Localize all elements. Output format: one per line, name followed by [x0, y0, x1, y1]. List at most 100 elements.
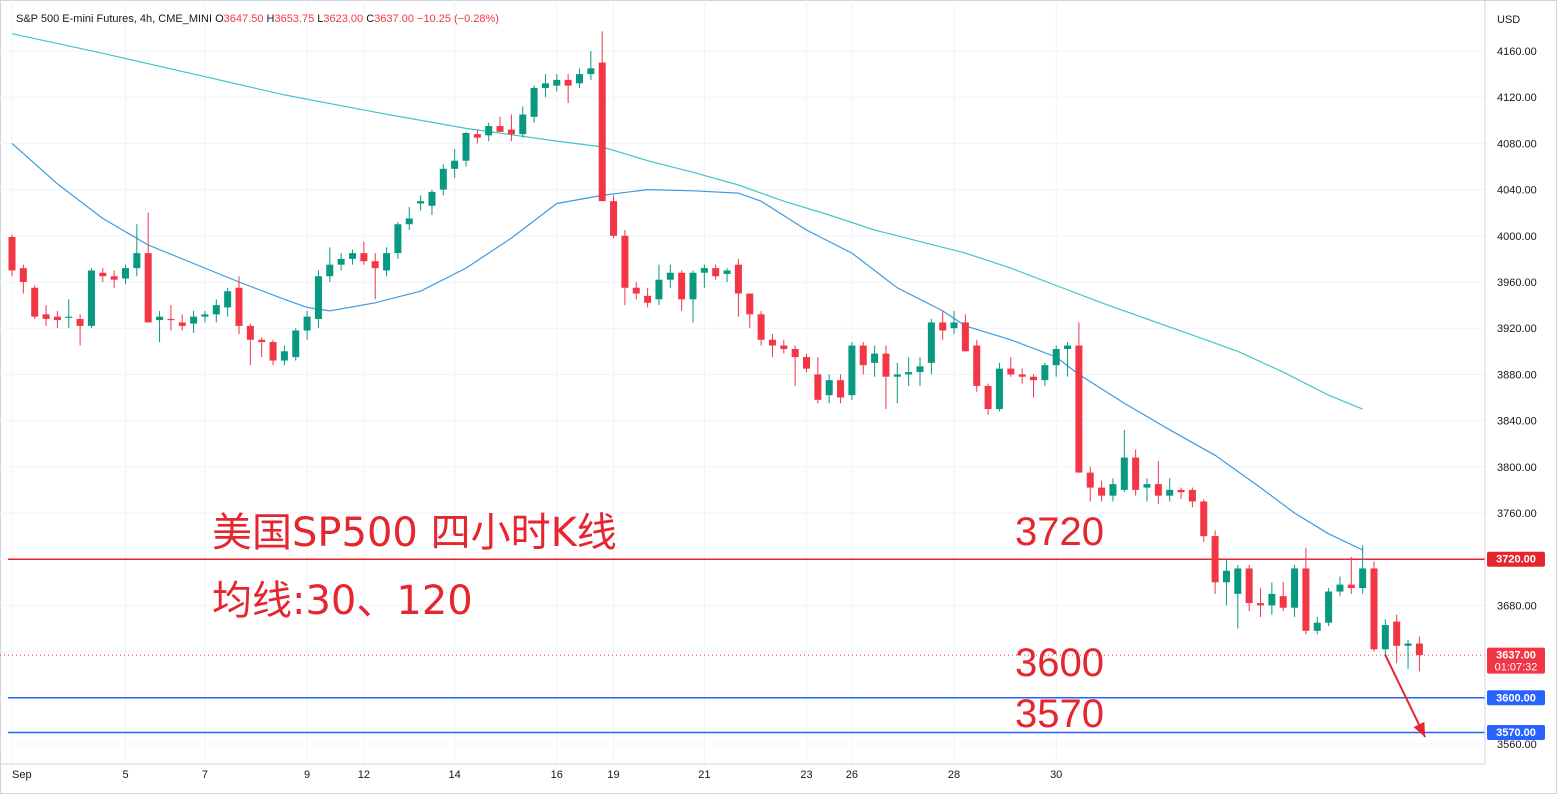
- candle[interactable]: [1188, 487, 1196, 508]
- candle[interactable]: [485, 122, 493, 142]
- candle[interactable]: [383, 247, 391, 277]
- candle[interactable]: [780, 339, 788, 354]
- candle[interactable]: [803, 353, 810, 373]
- candle[interactable]: [144, 212, 152, 323]
- candle[interactable]: [984, 383, 992, 415]
- candle[interactable]: [269, 339, 277, 366]
- candle[interactable]: [224, 287, 232, 317]
- candle[interactable]: [757, 310, 765, 346]
- candle[interactable]: [314, 270, 322, 329]
- projection-arrow[interactable]: [1384, 654, 1426, 738]
- candle[interactable]: [541, 74, 549, 98]
- candle[interactable]: [678, 270, 686, 311]
- candle[interactable]: [1336, 576, 1344, 597]
- candle[interactable]: [292, 328, 300, 361]
- candle[interactable]: [31, 285, 39, 319]
- candle[interactable]: [859, 342, 867, 375]
- level-3600-annotation[interactable]: 3600: [1015, 641, 1104, 685]
- candle[interactable]: [871, 345, 879, 377]
- candle[interactable]: [212, 299, 220, 323]
- candle[interactable]: [927, 318, 935, 375]
- candle[interactable]: [723, 268, 731, 282]
- candle[interactable]: [519, 106, 527, 138]
- candle[interactable]: [1302, 547, 1310, 635]
- candle[interactable]: [961, 314, 969, 352]
- candle[interactable]: [337, 253, 345, 271]
- candle[interactable]: [1052, 345, 1060, 377]
- candle[interactable]: [473, 129, 481, 144]
- candle[interactable]: [848, 342, 856, 400]
- candle[interactable]: [76, 314, 84, 346]
- candle[interactable]: [326, 247, 334, 282]
- candle[interactable]: [576, 68, 583, 88]
- candle[interactable]: [791, 345, 799, 386]
- candle[interactable]: [1381, 619, 1389, 657]
- candle[interactable]: [1064, 342, 1072, 377]
- candle[interactable]: [65, 299, 73, 329]
- candle[interactable]: [87, 268, 95, 329]
- candle[interactable]: [666, 264, 674, 288]
- candle[interactable]: [349, 249, 356, 265]
- candle[interactable]: [893, 362, 901, 404]
- candle[interactable]: [1154, 461, 1162, 504]
- candle[interactable]: [1222, 559, 1230, 606]
- candle[interactable]: [1007, 357, 1015, 377]
- candle[interactable]: [814, 357, 822, 404]
- candle[interactable]: [122, 264, 129, 285]
- candle[interactable]: [99, 268, 107, 282]
- level-3720-annotation[interactable]: 3720: [1015, 510, 1104, 554]
- candle[interactable]: [439, 164, 447, 196]
- candle[interactable]: [1359, 545, 1367, 594]
- candle[interactable]: [1291, 564, 1299, 617]
- candle[interactable]: [1279, 582, 1287, 612]
- candle[interactable]: [1120, 429, 1128, 493]
- candle[interactable]: [655, 264, 663, 306]
- candle[interactable]: [700, 264, 708, 288]
- candle[interactable]: [1086, 466, 1094, 502]
- candle[interactable]: [644, 287, 652, 308]
- candle[interactable]: [598, 31, 606, 202]
- candle[interactable]: [610, 195, 618, 239]
- candle[interactable]: [235, 276, 243, 334]
- candle[interactable]: [405, 206, 413, 231]
- candle[interactable]: [916, 357, 924, 386]
- candle[interactable]: [1404, 640, 1412, 669]
- candle[interactable]: [995, 362, 1003, 412]
- candle[interactable]: [734, 258, 742, 317]
- candle[interactable]: [1347, 556, 1355, 594]
- candle[interactable]: [428, 189, 436, 216]
- candle[interactable]: [1234, 564, 1242, 629]
- candle[interactable]: [451, 149, 459, 179]
- chart-title-annotation[interactable]: 美国SP500 四小时K线: [212, 510, 617, 556]
- candle[interactable]: [19, 264, 27, 294]
- candle[interactable]: [712, 264, 720, 280]
- candle[interactable]: [8, 234, 16, 277]
- candle[interactable]: [246, 323, 254, 366]
- candle[interactable]: [1211, 530, 1219, 594]
- candle[interactable]: [462, 131, 470, 167]
- level-3570-annotation[interactable]: 3570: [1015, 692, 1104, 736]
- candle[interactable]: [621, 230, 629, 306]
- candle[interactable]: [360, 241, 368, 265]
- candle[interactable]: [1268, 582, 1276, 615]
- candle[interactable]: [950, 310, 958, 334]
- candle[interactable]: [632, 282, 640, 300]
- candle[interactable]: [939, 310, 947, 340]
- candle[interactable]: [1370, 561, 1378, 652]
- candle[interactable]: [1098, 480, 1106, 502]
- candle[interactable]: [564, 74, 572, 103]
- candle[interactable]: [53, 310, 61, 329]
- candle[interactable]: [553, 74, 561, 92]
- candle[interactable]: [1030, 374, 1037, 398]
- candle[interactable]: [1245, 564, 1253, 612]
- candle-series[interactable]: [8, 31, 1423, 672]
- candle[interactable]: [530, 85, 538, 123]
- horizontal-levels[interactable]: [0, 558, 1485, 734]
- candle[interactable]: [303, 310, 311, 340]
- candle[interactable]: [258, 337, 266, 358]
- candle[interactable]: [1166, 478, 1174, 502]
- candle[interactable]: [110, 270, 118, 288]
- candle[interactable]: [178, 314, 186, 331]
- candle[interactable]: [1393, 614, 1401, 664]
- candle[interactable]: [507, 114, 515, 142]
